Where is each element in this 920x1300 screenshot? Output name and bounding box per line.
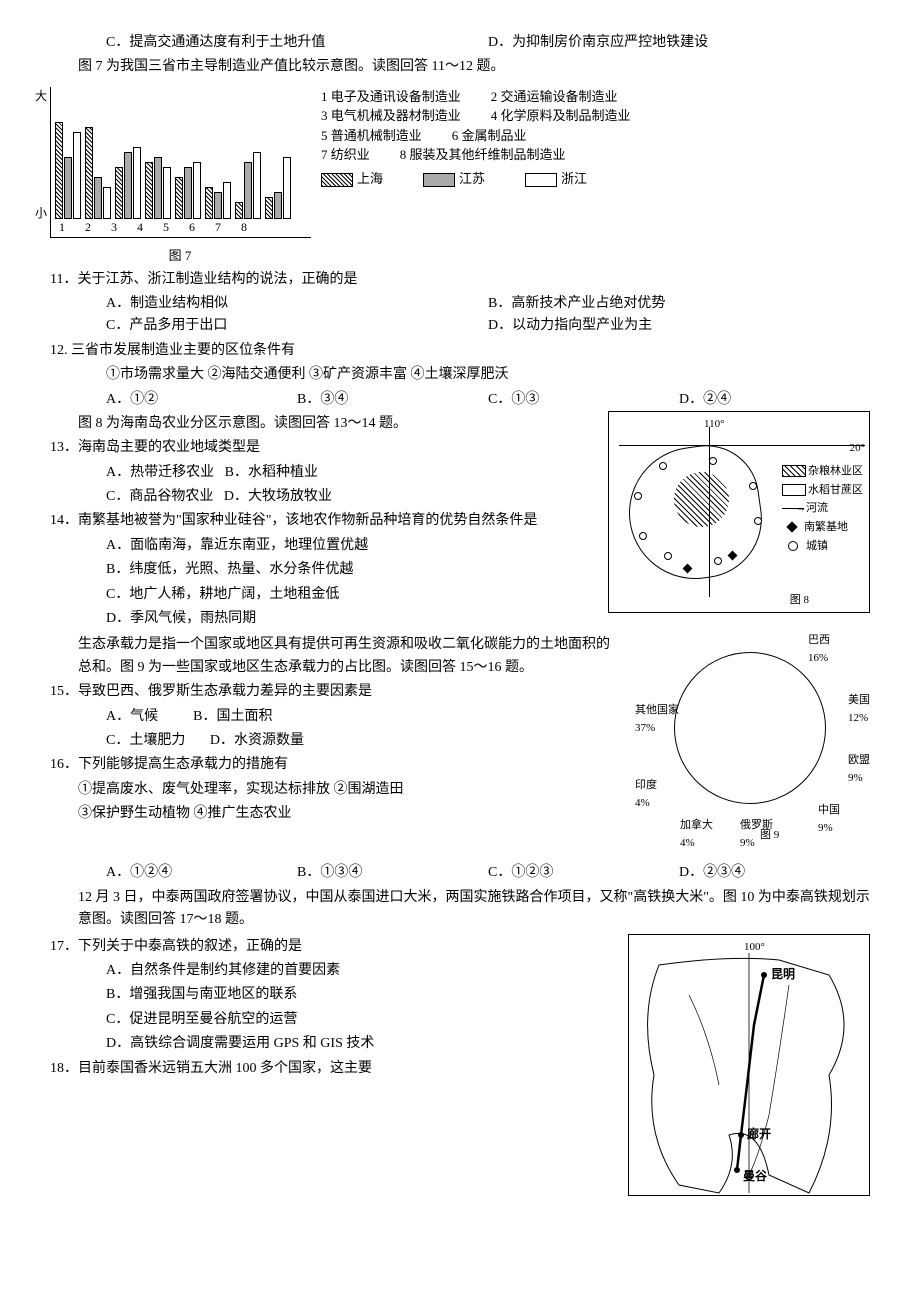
fig10-lon: 100°	[744, 941, 765, 953]
fig7-y-top: 大	[35, 87, 47, 106]
figure-10: 100° 昆明 廊开 曼谷	[628, 934, 870, 1196]
q17-stem: 17．下列关于中泰高铁的叙述，正确的是	[50, 936, 618, 958]
fig7-chart: 大 小 12345678	[50, 87, 311, 238]
intro-fig8: 图 8 为海南岛农业分区示意图。读图回答 13～14 题。	[50, 413, 598, 435]
swatch-shanghai	[321, 173, 353, 187]
fig10-langkai: 廊开	[747, 1126, 771, 1141]
fig8-lat: 20°	[850, 440, 865, 458]
q16-b: B．①③④	[297, 862, 488, 884]
q11-stem: 11．关于江苏、浙江制造业结构的说法，正确的是	[50, 269, 870, 291]
figure-7: 大 小 12345678 1 电子及通讯设备制造业2 交通运输设备制造业 3 电…	[50, 87, 870, 238]
intro-fig9: 生态承载力是指一个国家或地区具有提供可再生资源和吸收二氧化碳能力的土地面积的总和…	[50, 634, 620, 679]
intro-fig7: 图 7 为我国三省市主导制造业产值比较示意图。读图回答 11～12 题。	[50, 56, 870, 78]
q12-a: A．①②	[50, 389, 297, 411]
q14-stem: 14．南繁基地被誉为"国家种业硅谷"，该地农作物新品种培育的优势自然条件是	[50, 510, 598, 532]
q14-c: C．地广人稀，耕地广阔，土地租金低	[50, 584, 598, 606]
q15-stem: 15．导致巴西、俄罗斯生态承载力差异的主要因素是	[50, 681, 620, 703]
q18-stem: 18．目前泰国香米远销五大洲 100 多个国家，这主要	[50, 1058, 618, 1080]
fig9-caption: 图 9	[760, 827, 779, 845]
opt-d: D．为抑制房价南京应严控地铁建设	[488, 35, 708, 50]
q16-numbered1: ①提高废水、废气处理率，实现达标排放 ②围湖造田	[50, 779, 620, 801]
q16-numbered2: ③保护野生动植物 ④推广生态农业	[50, 803, 620, 825]
q15-c: C．土壤肥力	[106, 733, 185, 748]
fig7-y-bot: 小	[35, 204, 47, 223]
opt-c: C．提高交通通达度有利于土地升值	[106, 35, 325, 50]
q14-d: D．季风气候，雨热同期	[50, 608, 598, 630]
q11-c: C．产品多用于出口	[106, 318, 227, 333]
fig10-kunming: 昆明	[771, 967, 795, 981]
prev-options-cd: C．提高交通通达度有利于土地升值 D．为抑制房价南京应严控地铁建设	[50, 32, 870, 54]
q11-d: D．以动力指向型产业为主	[488, 318, 652, 333]
q13-c: C．商品谷物农业	[106, 489, 213, 504]
q13-b: B．水稻种植业	[225, 465, 318, 480]
q16-c: C．①②③	[488, 862, 679, 884]
fig8-caption: 图 8	[790, 592, 809, 610]
q17-c: C．促进昆明至曼谷航空的运营	[50, 1009, 618, 1031]
fig8-lon: 110°	[704, 416, 725, 434]
q12-numbered: ①市场需求量大 ②海陆交通便利 ③矿产资源丰富 ④土壤深厚肥沃	[50, 364, 870, 386]
q16-a: A．①②④	[50, 862, 297, 884]
swatch-jiangsu	[423, 173, 455, 187]
fig9-pie	[674, 652, 826, 804]
q17-b: B．增强我国与南亚地区的联系	[50, 984, 618, 1006]
q17-d: D．高铁综合调度需要运用 GPS 和 GIS 技术	[50, 1033, 618, 1055]
q15-b: B．国土面积	[193, 709, 272, 724]
q12-stem: 12. 三省市发展制造业主要的区位条件有	[50, 340, 870, 362]
intro-fig10: 12 月 3 日，中泰两国政府签署协议，中国从泰国进口大米，两国实施铁路合作项目…	[50, 887, 870, 932]
q15-d: D．水资源数量	[210, 733, 304, 748]
q11-b: B．高新技术产业占绝对优势	[488, 296, 665, 311]
swatch-zhejiang	[525, 173, 557, 187]
q12-c: C．①③	[488, 389, 679, 411]
q14-b: B．纬度低，光照、热量、水分条件优越	[50, 559, 598, 581]
q13-stem: 13．海南岛主要的农业地域类型是	[50, 437, 598, 459]
fig8-legend: 杂粮林业区 水稻甘蔗区 河流 南繁基地 城镇	[782, 462, 863, 555]
q14-a: A．面临南海，靠近东南亚，地理位置优越	[50, 535, 598, 557]
fig10-bangkok: 曼谷	[743, 1168, 768, 1183]
figure-9: 巴西16% 美国12% 欧盟9% 中国9% 俄罗斯9% 加拿大4% 印度4% 其…	[630, 632, 870, 862]
q17-a: A．自然条件是制约其修建的首要因素	[50, 960, 618, 982]
q13-d: D．大牧场放牧业	[224, 489, 332, 504]
q13-a: A．热带迁移农业	[106, 465, 214, 480]
fig7-legend: 1 电子及通讯设备制造业2 交通运输设备制造业 3 电气机械及器材制造业4 化学…	[321, 87, 631, 189]
q12-d: D．②④	[679, 389, 870, 411]
q16-d: D．②③④	[679, 862, 870, 884]
figure-8: 110° 20° 杂粮林业区 水稻甘蔗区 河流 南繁基地 城镇 图 8	[608, 411, 870, 613]
q12-b: B．③④	[297, 389, 488, 411]
q15-a: A．气候	[106, 709, 158, 724]
fig7-caption: 图 7	[50, 246, 310, 267]
q11-a: A．制造业结构相似	[106, 296, 228, 311]
q16-stem: 16．下列能够提高生态承载力的措施有	[50, 754, 620, 776]
